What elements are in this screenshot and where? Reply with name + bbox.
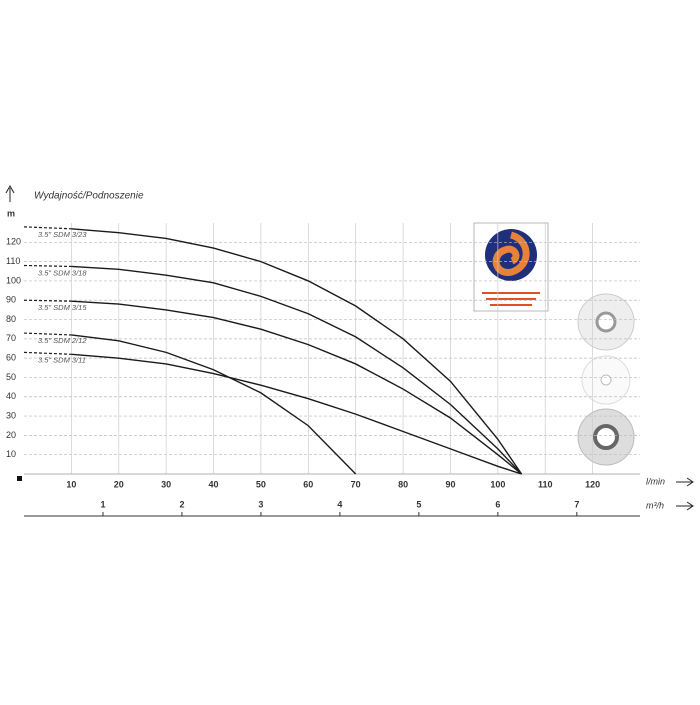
x-tick-label: 120 (585, 479, 600, 489)
x-unit: l/min (646, 476, 665, 486)
x-tick-label: 20 (114, 479, 124, 489)
x-arrow (676, 477, 694, 487)
y-tick-label: 100 (6, 275, 21, 285)
x2-tick-label: 4 (337, 499, 342, 509)
y-tick-label: 60 (6, 353, 16, 363)
x2-arrow (676, 501, 694, 511)
curve (71, 300, 522, 475)
curve (71, 228, 523, 475)
y-tick-label: 70 (6, 333, 16, 343)
curve-dashed (23, 226, 72, 230)
y-tick-label: 10 (6, 449, 16, 459)
x2-tick-label: 1 (100, 499, 105, 509)
x2-tick-label: 5 (416, 499, 421, 509)
curve (71, 265, 523, 475)
x-tick-label: 60 (303, 479, 313, 489)
x-tick-label: 90 (445, 479, 455, 489)
series-label: 3.5" SDM 3/15 (38, 303, 87, 312)
impeller-images (577, 293, 635, 466)
x-tick-label: 80 (398, 479, 408, 489)
x-tick-label: 100 (490, 479, 505, 489)
y-tick-label: 110 (6, 256, 20, 266)
series-label: 3.5" SDM 3/18 (38, 268, 87, 277)
x-tick-label: 70 (351, 479, 361, 489)
y-tick-label: 90 (6, 295, 16, 305)
curve-dashed (23, 351, 72, 355)
series-label: 3.5" SDM 2/12 (38, 336, 87, 345)
y-tick-label: 120 (6, 237, 21, 247)
curve-dashed (23, 264, 72, 268)
x-tick-label: 110 (538, 479, 553, 489)
x2-tick-label: 6 (495, 499, 500, 509)
y-tick-label: 40 (6, 391, 16, 401)
curve (71, 353, 522, 475)
x2-tick-label: 2 (179, 499, 184, 509)
x-tick-label: 40 (209, 479, 219, 489)
x-tick-label: 50 (256, 479, 266, 489)
curve-dashed (23, 299, 72, 302)
y-unit: m (7, 208, 15, 218)
y-axis-title: Wydajność/Podnoszenie (34, 191, 144, 202)
pump-logo (473, 222, 549, 312)
y-arrow (5, 184, 15, 202)
x-tick-label: 10 (66, 479, 76, 489)
curve-dashed (23, 332, 72, 336)
x2-unit: m³/h (646, 500, 664, 510)
x-tick-label: 30 (161, 479, 171, 489)
y-tick-label: 50 (6, 372, 16, 382)
series-label: 3.5" SDM 3/11 (38, 355, 86, 364)
x2-tick-label: 3 (258, 499, 263, 509)
y-tick-label: 30 (6, 410, 16, 420)
curve (71, 334, 357, 475)
series-label: 3.5" SDM 3/23 (38, 230, 87, 239)
x2-tick-label: 7 (574, 499, 579, 509)
origin (17, 476, 22, 481)
y-tick-label: 80 (6, 314, 16, 324)
y-tick-label: 20 (6, 430, 16, 440)
